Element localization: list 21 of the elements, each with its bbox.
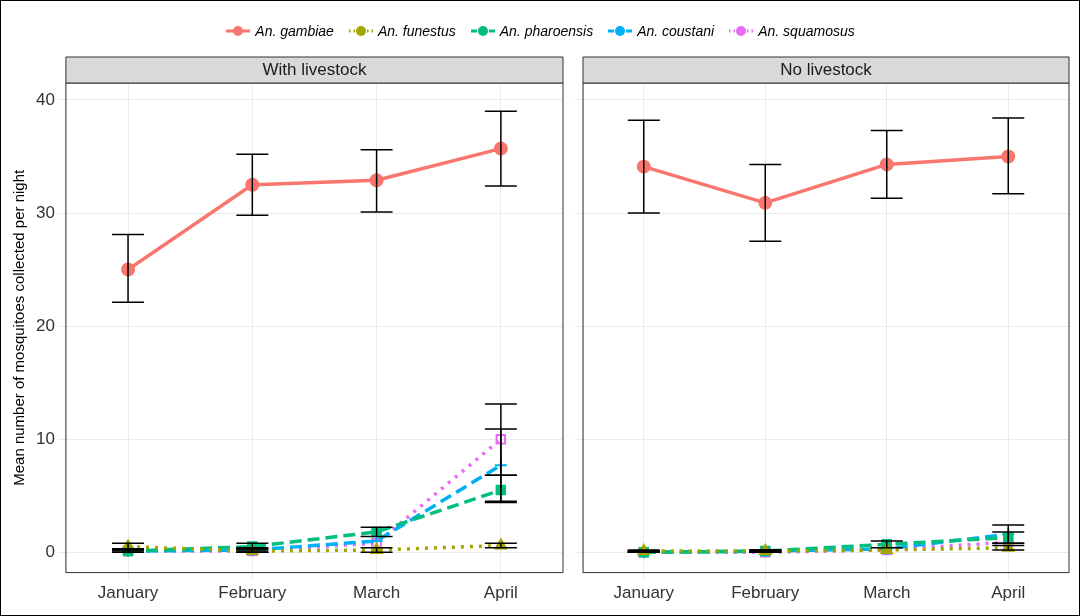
chart-title: No livestock <box>780 59 873 79</box>
y-axis-title: Mean number of mosquitoes collected per night <box>10 168 28 486</box>
y-tick-label: 40 <box>35 89 55 109</box>
x-tick-label: March <box>863 583 911 603</box>
legend-label: An. coustani <box>637 23 715 39</box>
legend-label: An. pharoensis <box>499 23 594 39</box>
x-tick-label: February <box>218 583 287 603</box>
legend-label: An. squamosus <box>758 23 855 39</box>
y-tick-label: 20 <box>35 315 55 335</box>
legend-label: An. gambiae <box>255 23 334 39</box>
y-tick-label: 30 <box>35 202 55 222</box>
y-tick-label: 10 <box>35 428 55 448</box>
legend-label: An. funestus <box>377 23 456 39</box>
chart-title: With livestock <box>262 59 367 79</box>
y-tick-label: 0 <box>45 541 55 561</box>
x-tick-label: February <box>731 583 800 603</box>
x-tick-label: April <box>483 583 518 603</box>
x-tick-label: March <box>352 583 401 603</box>
x-tick-label: April <box>991 583 1026 603</box>
x-tick-label: January <box>97 583 159 603</box>
x-tick-label: January <box>613 583 675 603</box>
